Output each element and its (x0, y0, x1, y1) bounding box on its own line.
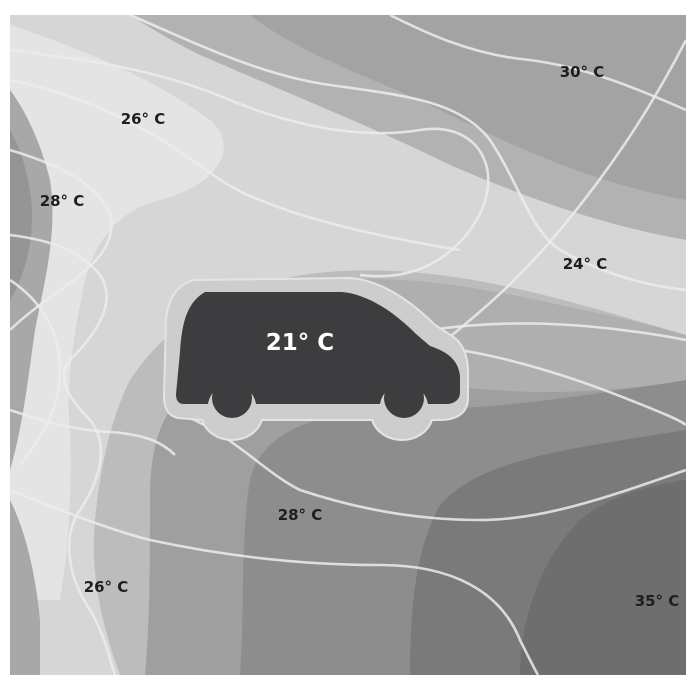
isoline (9, 78, 461, 252)
isolines (9, 13, 686, 675)
isoline (9, 233, 117, 675)
isoline (429, 322, 686, 342)
temp-label-28-bottom: 28° C (278, 506, 323, 524)
isoline (169, 408, 686, 522)
isoline (9, 148, 113, 331)
isoline (389, 13, 686, 112)
zone-left-bottom-dark (10, 500, 40, 675)
zone-lower-darkest (520, 480, 686, 675)
temp-label-30: 30° C (560, 63, 605, 81)
isoline (459, 348, 686, 427)
isoline (9, 278, 62, 466)
zone-left-darker (10, 130, 33, 300)
temp-label-26-top: 26° C (121, 110, 166, 128)
temp-label-35: 35° C (635, 592, 680, 610)
zone-lightest (10, 25, 224, 600)
isoline (9, 488, 540, 675)
isoline (129, 13, 686, 292)
vehicle-body (176, 292, 460, 404)
isoline (439, 39, 686, 346)
vehicle-front-wheel (384, 378, 424, 418)
temp-label-24: 24° C (563, 255, 608, 273)
isoline (9, 408, 176, 456)
vehicle-rear-wheel (212, 378, 252, 418)
vehicle-temperature-label: 21° C (266, 330, 334, 356)
temp-label-28-left: 28° C (40, 192, 85, 210)
temp-label-26-bottom: 26° C (84, 578, 129, 596)
zone-top-right-dark (250, 15, 686, 200)
